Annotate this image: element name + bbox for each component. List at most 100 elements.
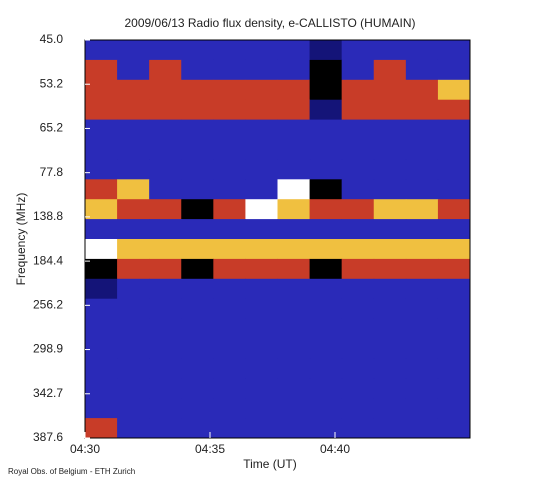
heatmap-cell: [85, 219, 118, 240]
heatmap-cell: [341, 258, 375, 280]
heatmap-cell: [277, 59, 311, 81]
heatmap-cell: [245, 119, 278, 140]
heatmap-cell: [85, 258, 118, 280]
heatmap-cell: [245, 179, 278, 200]
heatmap-cell: [245, 378, 278, 399]
heatmap-cell: [437, 79, 471, 101]
heatmap-cell: [405, 219, 439, 240]
heatmap-cell: [277, 239, 311, 260]
heatmap-cell: [405, 418, 439, 439]
heatmap-cell: [277, 398, 311, 419]
heatmap-cell: [341, 418, 375, 439]
heatmap-cell: [341, 318, 375, 339]
heatmap-cell: [213, 338, 246, 359]
heatmap-cell: [309, 199, 343, 220]
x-axis-label: Time (UT): [243, 457, 297, 471]
heatmap-cell: [181, 298, 214, 320]
heatmap-cell: [437, 278, 471, 300]
heatmap-cell: [437, 199, 471, 220]
heatmap-cell: [117, 199, 150, 220]
heatmap-cell: [405, 318, 439, 339]
heatmap-cell: [341, 139, 375, 160]
heatmap-cell: [181, 418, 214, 439]
chart-title: 2009/06/13 Radio flux density, e-CALLIST…: [124, 16, 415, 30]
heatmap-cell: [181, 159, 214, 180]
heatmap-cell: [213, 179, 246, 200]
heatmap-cell: [437, 239, 471, 260]
heatmap-cell: [181, 338, 214, 359]
heatmap-cell: [117, 139, 150, 160]
heatmap-cell: [373, 139, 407, 160]
y-tick-label: 45.0: [40, 32, 64, 46]
heatmap-cell: [117, 219, 150, 240]
heatmap-cell: [437, 139, 471, 160]
heatmap-cell: [245, 239, 278, 260]
heatmap-cell: [405, 119, 439, 140]
heatmap-cell: [341, 298, 375, 320]
heatmap-cell: [373, 418, 407, 439]
heatmap-cell: [309, 219, 343, 240]
heatmap-cell: [245, 258, 278, 280]
heatmap-cell: [181, 398, 214, 419]
heatmap-cell: [117, 338, 150, 359]
heatmap-cell: [277, 278, 311, 300]
heatmap-cell: [117, 258, 150, 280]
heatmap-cell: [309, 298, 343, 320]
heatmap-cell: [373, 358, 407, 379]
heatmap-cell: [277, 119, 311, 140]
heatmap-cell: [437, 318, 471, 339]
heatmap-cell: [117, 239, 150, 260]
heatmap-cell: [309, 338, 343, 359]
heatmap-cell: [437, 179, 471, 200]
heatmap-cell: [437, 59, 471, 81]
heatmap-cell: [117, 298, 150, 320]
heatmap-cell: [437, 378, 471, 399]
heatmap-cell: [341, 278, 375, 300]
heatmap-cell: [245, 59, 278, 81]
heatmap-cell: [277, 40, 311, 61]
heatmap-cell: [213, 318, 246, 339]
heatmap-cell: [245, 338, 278, 359]
heatmap-cell: [405, 398, 439, 419]
heatmap-cell: [213, 99, 246, 121]
heatmap-cell: [85, 239, 118, 260]
heatmap-cell: [245, 139, 278, 160]
heatmap-cell: [149, 358, 182, 379]
heatmap-cell: [341, 199, 375, 220]
heatmap-cell: [277, 418, 311, 439]
heatmap-cell: [85, 179, 118, 200]
heatmap-cell: [437, 219, 471, 240]
y-tick-label: 77.8: [40, 165, 64, 179]
heatmap-cell: [181, 239, 214, 260]
heatmap-cell: [181, 278, 214, 300]
heatmap-cell: [85, 298, 118, 320]
heatmap-cell: [149, 418, 182, 439]
heatmap-cell: [405, 59, 439, 81]
heatmap-cell: [437, 119, 471, 140]
heatmap-cell: [117, 40, 150, 61]
heatmap-cell: [85, 278, 118, 300]
heatmap-cell: [277, 298, 311, 320]
heatmap-cell: [373, 59, 407, 81]
heatmap-cell: [245, 99, 278, 121]
heatmap-cell: [341, 119, 375, 140]
heatmap-cell: [405, 378, 439, 399]
heatmap-cell: [149, 378, 182, 399]
heatmap-cell: [117, 398, 150, 419]
heatmap-cell: [277, 199, 311, 220]
heatmap-cell: [309, 139, 343, 160]
heatmap-cell: [373, 79, 407, 101]
heatmap-cell: [149, 159, 182, 180]
y-tick-label: 298.9: [33, 342, 63, 356]
heatmap-cell: [277, 378, 311, 399]
heatmap-cell: [309, 398, 343, 419]
heatmap-cell: [405, 40, 439, 61]
heatmap-cell: [149, 278, 182, 300]
heatmap-cell: [437, 99, 471, 121]
heatmap-cell: [277, 219, 311, 240]
heatmap-cell: [149, 199, 182, 220]
heatmap-cell: [213, 378, 246, 399]
heatmap-cell: [213, 40, 246, 61]
heatmap-cell: [309, 40, 343, 61]
